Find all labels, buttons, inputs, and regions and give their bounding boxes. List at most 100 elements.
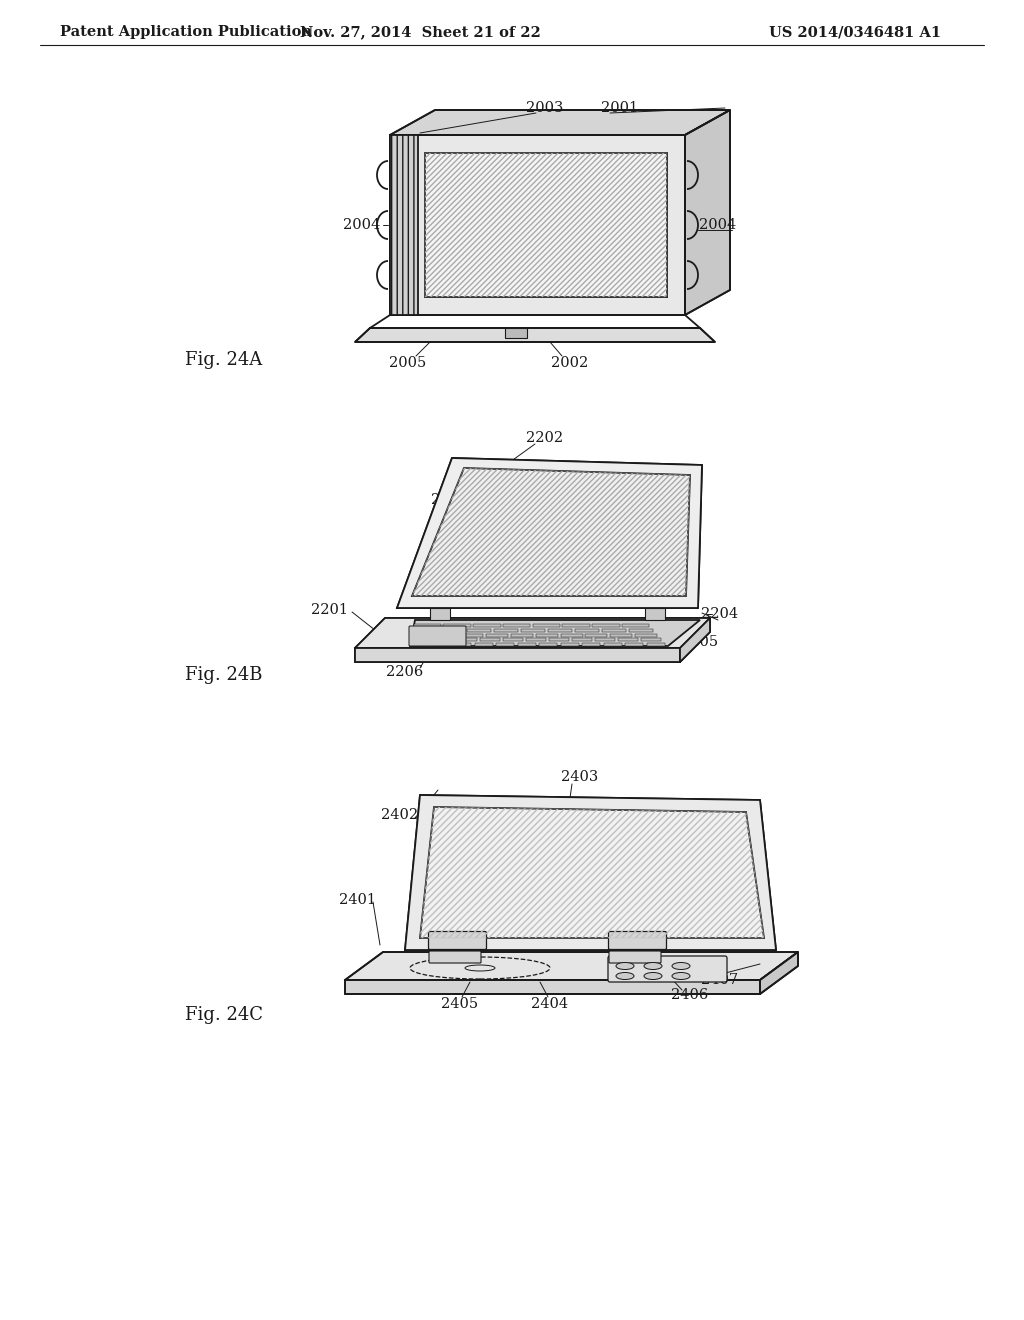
Text: 2206: 2206: [386, 665, 424, 678]
Bar: [526, 639, 546, 642]
Polygon shape: [680, 618, 710, 663]
Bar: [443, 624, 471, 627]
Polygon shape: [390, 110, 730, 135]
Polygon shape: [420, 807, 764, 939]
Bar: [603, 643, 622, 645]
Bar: [595, 639, 614, 642]
Text: 2406: 2406: [672, 987, 709, 1002]
Bar: [645, 609, 665, 620]
Ellipse shape: [616, 973, 634, 979]
Bar: [412, 634, 434, 636]
Bar: [439, 628, 464, 632]
Bar: [574, 628, 599, 632]
Polygon shape: [355, 327, 715, 342]
Text: 2201: 2201: [311, 603, 348, 616]
FancyBboxPatch shape: [609, 950, 662, 964]
Polygon shape: [425, 153, 667, 297]
Text: 2404: 2404: [531, 997, 568, 1011]
Bar: [431, 643, 450, 645]
Text: 2203: 2203: [431, 492, 469, 507]
Bar: [413, 628, 437, 632]
Text: 2401: 2401: [340, 894, 377, 907]
Polygon shape: [412, 469, 690, 597]
Bar: [572, 639, 592, 642]
Text: 2004: 2004: [343, 218, 381, 232]
Text: 2405: 2405: [441, 997, 478, 1011]
Bar: [549, 639, 569, 642]
Text: Fig. 24B: Fig. 24B: [185, 667, 262, 684]
Text: 2002: 2002: [551, 356, 589, 370]
Text: 2005: 2005: [389, 356, 427, 370]
Bar: [414, 624, 441, 627]
Bar: [496, 643, 514, 645]
Bar: [473, 624, 501, 627]
Text: US 2014/0346481 A1: US 2014/0346481 A1: [769, 25, 941, 40]
Bar: [505, 327, 527, 338]
Bar: [586, 634, 607, 636]
Bar: [486, 634, 508, 636]
Text: Patent Application Publication: Patent Application Publication: [60, 25, 312, 40]
Polygon shape: [406, 795, 776, 950]
FancyBboxPatch shape: [428, 932, 486, 949]
Polygon shape: [345, 979, 760, 994]
Bar: [511, 634, 532, 636]
Bar: [436, 634, 459, 636]
Bar: [539, 643, 557, 645]
Ellipse shape: [672, 973, 690, 979]
Polygon shape: [397, 458, 702, 609]
FancyBboxPatch shape: [409, 626, 466, 645]
Bar: [430, 609, 450, 620]
Bar: [602, 628, 626, 632]
Bar: [474, 643, 493, 645]
FancyBboxPatch shape: [429, 950, 481, 964]
Ellipse shape: [672, 962, 690, 969]
Bar: [536, 634, 558, 636]
Bar: [548, 628, 572, 632]
Bar: [635, 634, 657, 636]
Text: 2001: 2001: [601, 102, 639, 115]
Ellipse shape: [644, 962, 662, 969]
Text: 2407: 2407: [701, 973, 738, 987]
Bar: [503, 624, 530, 627]
Bar: [641, 639, 660, 642]
Text: 2403: 2403: [561, 770, 599, 784]
Text: 2003: 2003: [526, 102, 563, 115]
Bar: [517, 643, 536, 645]
Polygon shape: [355, 618, 710, 648]
Bar: [560, 634, 583, 636]
Bar: [625, 643, 643, 645]
FancyBboxPatch shape: [608, 956, 727, 982]
Text: Fig. 24C: Fig. 24C: [185, 1006, 263, 1024]
Polygon shape: [390, 135, 685, 315]
Bar: [411, 639, 431, 642]
Text: 2202: 2202: [526, 432, 563, 445]
Bar: [646, 643, 665, 645]
Bar: [560, 643, 579, 645]
Polygon shape: [410, 620, 700, 645]
Bar: [467, 628, 492, 632]
Polygon shape: [390, 135, 418, 315]
Polygon shape: [345, 952, 798, 979]
Text: 2004: 2004: [699, 218, 736, 232]
Text: 2204: 2204: [701, 607, 738, 620]
Bar: [503, 639, 523, 642]
Bar: [592, 624, 620, 627]
Bar: [562, 624, 590, 627]
Polygon shape: [355, 648, 680, 663]
Bar: [434, 639, 454, 642]
Bar: [629, 628, 653, 632]
Bar: [582, 643, 600, 645]
Polygon shape: [685, 110, 730, 315]
Bar: [532, 624, 560, 627]
Bar: [457, 639, 477, 642]
Bar: [480, 639, 500, 642]
Bar: [494, 628, 518, 632]
Bar: [453, 643, 471, 645]
Bar: [610, 634, 632, 636]
Ellipse shape: [616, 962, 634, 969]
Bar: [410, 643, 428, 645]
Bar: [462, 634, 483, 636]
Polygon shape: [760, 952, 798, 994]
FancyBboxPatch shape: [608, 932, 667, 949]
Text: Fig. 24A: Fig. 24A: [185, 351, 262, 370]
